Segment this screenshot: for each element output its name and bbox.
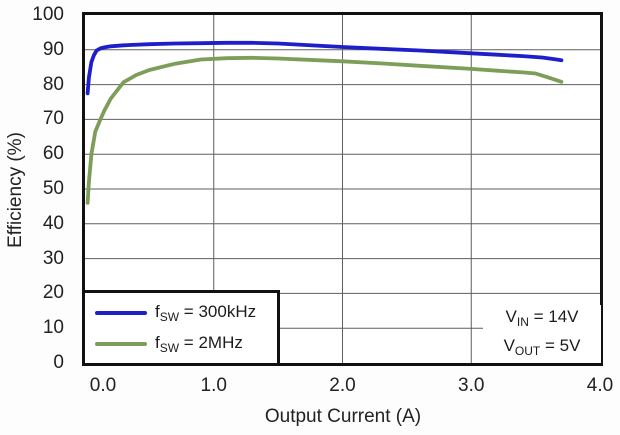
y-tick-label: 60 — [42, 143, 64, 165]
legend-label-subscript: SW — [159, 309, 180, 324]
x-tick-label: 1.0 — [200, 375, 227, 396]
annotation-rest: = 5V — [540, 336, 581, 355]
y-tick-label: 20 — [42, 282, 64, 304]
legend-label-rest: = 2MHz — [179, 332, 243, 352]
annotation-prefix: V — [503, 336, 515, 355]
legend-label-2mhz: fSW = 2MHz — [155, 333, 243, 355]
legend-label-prefix: f — [155, 301, 160, 321]
x-axis-title: Output Current (A) — [264, 406, 422, 427]
legend-label-rest: = 300kHz — [179, 301, 257, 321]
y-axis-title: Efficiency (%) — [5, 132, 26, 248]
annotation-subscript: IN — [516, 315, 529, 329]
y-tick-label: 10 — [42, 317, 64, 339]
x-axis-tick-labels: 0.0 1.0 2.0 3.0 4.0 — [0, 376, 620, 400]
y-tick-label: 80 — [42, 73, 64, 95]
legend-label-prefix: f — [155, 332, 160, 352]
y-tick-label: 30 — [42, 247, 64, 269]
y-tick-label: 90 — [42, 38, 64, 60]
efficiency-curve-0 — [85, 40, 564, 96]
y-tick-label: 50 — [42, 178, 64, 199]
operating-conditions-annotation: VIN = 14V VOUT = 5V — [483, 305, 601, 363]
x-tick-label: 4.0 — [586, 375, 614, 396]
annotation-prefix: V — [505, 307, 517, 326]
x-tick-label: 0.0 — [89, 375, 117, 396]
y-tick-label: 0 — [53, 352, 64, 373]
annotation-line-vin: VIN = 14V — [483, 305, 601, 334]
annotation-line-vout: VOUT = 5V — [483, 334, 601, 363]
x-tick-label: 2.0 — [329, 375, 356, 396]
y-tick-label: 100 — [32, 4, 64, 25]
legend-entry-300khz: fSW = 300kHz — [95, 302, 277, 324]
legend: fSW = 300kHz fSW = 2MHz — [82, 290, 280, 366]
efficiency-curve-1 — [85, 55, 564, 205]
y-tick-label: 70 — [42, 108, 64, 130]
legend-swatch-300khz-line — [95, 310, 147, 315]
y-tick-label: 40 — [42, 212, 64, 234]
legend-swatch-2mhz-line — [95, 341, 147, 346]
legend-label-300khz: fSW = 300kHz — [155, 302, 256, 324]
legend-label-subscript: SW — [159, 340, 180, 355]
x-tick-label: 3.0 — [458, 375, 485, 396]
annotation-subscript: OUT — [514, 344, 541, 358]
legend-entry-2mhz: fSW = 2MHz — [95, 333, 277, 355]
y-axis-tick-labels: 0 10 20 30 40 50 60 70 80 90 100 — [0, 5, 74, 372]
annotation-rest: = 14V — [528, 307, 579, 326]
